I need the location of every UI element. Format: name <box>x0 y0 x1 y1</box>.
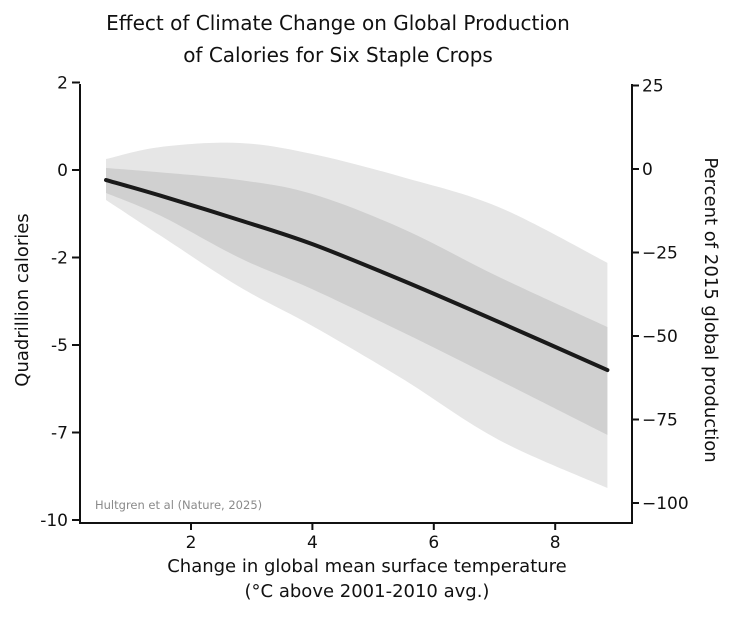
source-credit: Hultgren et al (Nature, 2025) <box>95 498 262 512</box>
chart-title-line-1: Effect of Climate Change on Global Produ… <box>106 11 570 35</box>
y-right-tick-label: −75 <box>642 411 678 431</box>
y-right-tick-label: −25 <box>642 244 678 264</box>
inner-range-band <box>106 167 608 435</box>
x-axis-label-line-2: (°C above 2001-2010 avg.) <box>245 581 490 602</box>
series-lines <box>104 178 610 373</box>
axes: 2 4 6 8 2 0 -2 -5 -7 -10 25 0 −25 −50 −75 −100 <box>40 74 688 554</box>
y-right-tick-label: −50 <box>642 327 678 347</box>
y-left-tick-label: -5 <box>51 336 68 356</box>
y-left-tick-label: -2 <box>51 249 68 269</box>
x-tick-label: 2 <box>186 533 197 553</box>
y-axis-left-label: Quadrillion calories <box>12 213 33 386</box>
y-right-tick-label: 25 <box>642 77 664 97</box>
y-left-tick-label: -7 <box>51 424 68 444</box>
uncertainty-bands <box>106 142 608 488</box>
y-axis-right-label: Percent of 2015 global production <box>700 157 721 462</box>
y-right-tick-label: 0 <box>642 160 653 180</box>
x-axis-label-line-1: Change in global mean surface temperatur… <box>167 556 567 577</box>
y-left-tick-label: 2 <box>57 74 68 94</box>
chart-title-line-2: of Calories for Six Staple Crops <box>183 43 493 67</box>
x-tick-label: 4 <box>307 533 318 553</box>
y-left-tick-label: 0 <box>57 161 68 181</box>
y-right-tick-label: −100 <box>642 494 689 514</box>
x-tick-label: 6 <box>428 533 439 553</box>
y-left-tick-label: -10 <box>40 511 68 531</box>
central-estimate-line <box>104 178 610 373</box>
x-tick-label: 8 <box>550 533 561 553</box>
